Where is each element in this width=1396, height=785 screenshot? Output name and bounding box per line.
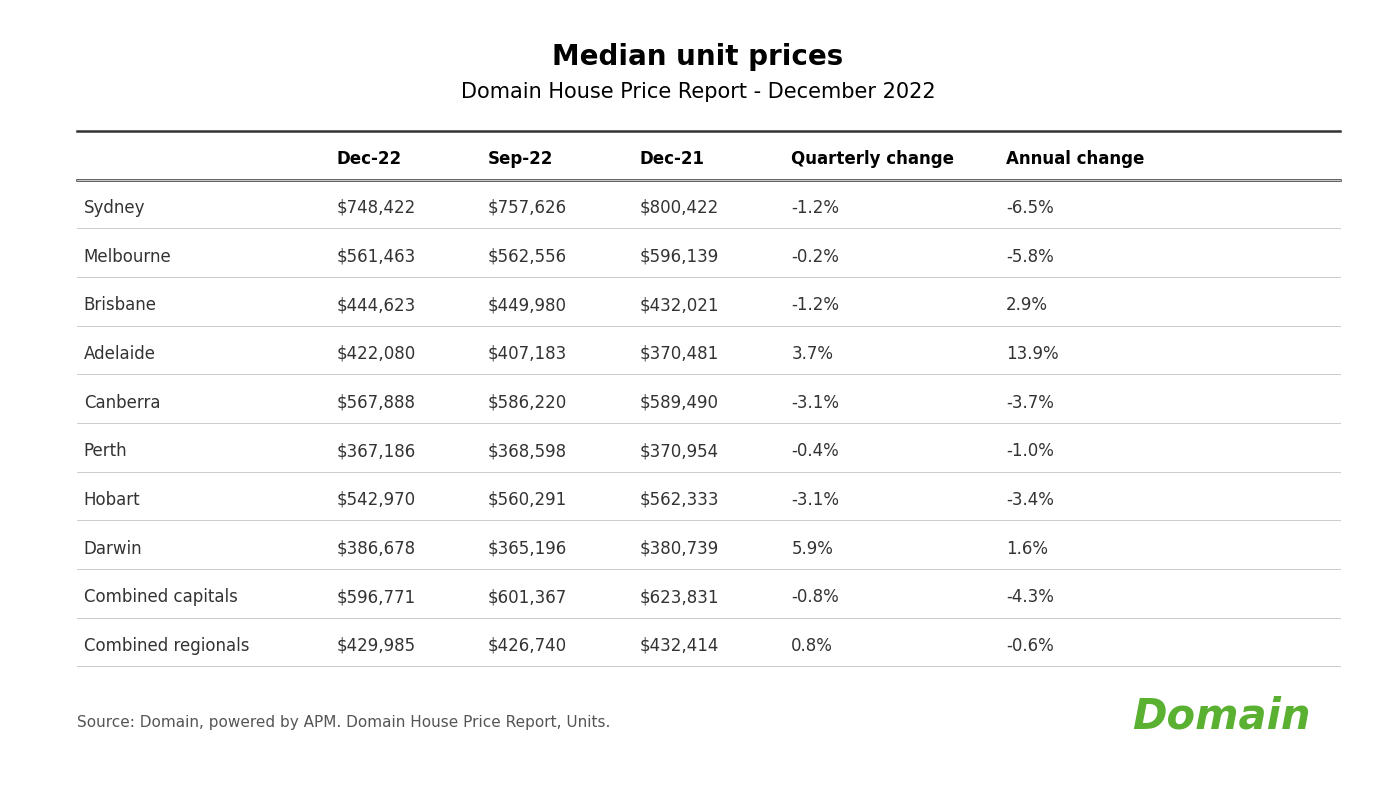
- Text: $449,980: $449,980: [489, 296, 567, 314]
- Text: $601,367: $601,367: [489, 588, 567, 606]
- Text: $386,678: $386,678: [336, 539, 416, 557]
- Text: Combined regionals: Combined regionals: [84, 637, 250, 655]
- Text: $370,954: $370,954: [639, 442, 719, 460]
- Text: $407,183: $407,183: [489, 345, 567, 363]
- Text: $560,291: $560,291: [489, 491, 567, 509]
- Text: $561,463: $561,463: [336, 247, 416, 265]
- Text: $586,220: $586,220: [489, 393, 567, 411]
- Text: $589,490: $589,490: [639, 393, 719, 411]
- Text: $370,481: $370,481: [639, 345, 719, 363]
- Text: $380,739: $380,739: [639, 539, 719, 557]
- Text: Brisbane: Brisbane: [84, 296, 156, 314]
- Text: Dec-21: Dec-21: [639, 150, 705, 168]
- Text: Melbourne: Melbourne: [84, 247, 172, 265]
- Text: -3.7%: -3.7%: [1007, 393, 1054, 411]
- Text: $422,080: $422,080: [336, 345, 416, 363]
- Text: Adelaide: Adelaide: [84, 345, 156, 363]
- Text: 2.9%: 2.9%: [1007, 296, 1048, 314]
- Text: $426,740: $426,740: [489, 637, 567, 655]
- Text: 13.9%: 13.9%: [1007, 345, 1058, 363]
- Text: Hobart: Hobart: [84, 491, 141, 509]
- Text: $368,598: $368,598: [489, 442, 567, 460]
- Text: Darwin: Darwin: [84, 539, 142, 557]
- Text: Dec-22: Dec-22: [336, 150, 402, 168]
- Text: 3.7%: 3.7%: [792, 345, 833, 363]
- Text: -3.4%: -3.4%: [1007, 491, 1054, 509]
- Text: 0.8%: 0.8%: [792, 637, 833, 655]
- Text: $429,985: $429,985: [336, 637, 416, 655]
- Text: -0.8%: -0.8%: [792, 588, 839, 606]
- Text: $432,021: $432,021: [639, 296, 719, 314]
- Text: Perth: Perth: [84, 442, 127, 460]
- Text: -0.2%: -0.2%: [792, 247, 839, 265]
- Text: $567,888: $567,888: [336, 393, 416, 411]
- Text: $562,333: $562,333: [639, 491, 719, 509]
- Text: $800,422: $800,422: [639, 199, 719, 217]
- Text: -6.5%: -6.5%: [1007, 199, 1054, 217]
- Text: 5.9%: 5.9%: [792, 539, 833, 557]
- Text: -3.1%: -3.1%: [792, 491, 839, 509]
- Text: -1.2%: -1.2%: [792, 296, 839, 314]
- Text: $367,186: $367,186: [336, 442, 416, 460]
- Text: $757,626: $757,626: [489, 199, 567, 217]
- Text: Median unit prices: Median unit prices: [553, 43, 843, 71]
- Text: $748,422: $748,422: [336, 199, 416, 217]
- Text: Combined capitals: Combined capitals: [84, 588, 237, 606]
- Text: Annual change: Annual change: [1007, 150, 1145, 168]
- Text: -4.3%: -4.3%: [1007, 588, 1054, 606]
- Text: -1.0%: -1.0%: [1007, 442, 1054, 460]
- Text: Sydney: Sydney: [84, 199, 145, 217]
- Text: $596,771: $596,771: [336, 588, 416, 606]
- Text: -5.8%: -5.8%: [1007, 247, 1054, 265]
- Text: Source: Domain, powered by APM. Domain House Price Report, Units.: Source: Domain, powered by APM. Domain H…: [77, 715, 610, 730]
- Text: $444,623: $444,623: [336, 296, 416, 314]
- Text: 1.6%: 1.6%: [1007, 539, 1048, 557]
- Text: -1.2%: -1.2%: [792, 199, 839, 217]
- Text: $596,139: $596,139: [639, 247, 719, 265]
- Text: $542,970: $542,970: [336, 491, 416, 509]
- Text: -0.4%: -0.4%: [792, 442, 839, 460]
- Text: $432,414: $432,414: [639, 637, 719, 655]
- Text: Domain: Domain: [1132, 696, 1311, 738]
- Text: $365,196: $365,196: [489, 539, 567, 557]
- Text: -3.1%: -3.1%: [792, 393, 839, 411]
- Text: $562,556: $562,556: [489, 247, 567, 265]
- Text: $623,831: $623,831: [639, 588, 719, 606]
- Text: -0.6%: -0.6%: [1007, 637, 1054, 655]
- Text: Quarterly change: Quarterly change: [792, 150, 955, 168]
- Text: Canberra: Canberra: [84, 393, 161, 411]
- Text: Sep-22: Sep-22: [489, 150, 553, 168]
- Text: Domain House Price Report - December 2022: Domain House Price Report - December 202…: [461, 82, 935, 102]
